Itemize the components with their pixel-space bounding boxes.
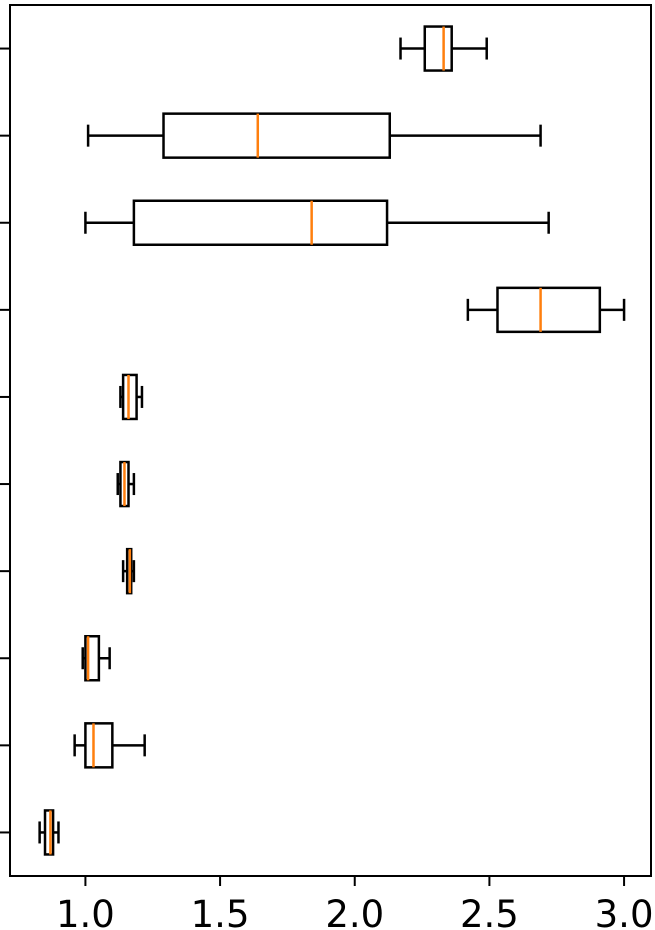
x-tick-label: 3.0	[595, 893, 654, 930]
box-iqr	[43, 809, 55, 856]
box-group	[38, 809, 60, 856]
box-iqr	[132, 199, 389, 246]
box-iqr	[423, 25, 453, 72]
box-iqr	[84, 722, 114, 769]
x-tick-label: 2.0	[325, 893, 384, 930]
box-group	[86, 112, 542, 159]
box-group	[466, 286, 626, 334]
x-tick-label: 2.5	[460, 893, 519, 930]
box-group	[121, 547, 136, 595]
box-iqr	[162, 112, 392, 159]
x-tick-label: 1.5	[191, 893, 250, 930]
box-group	[84, 199, 550, 246]
box-group	[116, 460, 136, 508]
box-group	[73, 722, 146, 769]
plot-frame	[9, 4, 652, 877]
box-iqr	[84, 635, 101, 682]
box-group	[119, 373, 144, 421]
box-group	[81, 635, 111, 682]
box-group	[399, 25, 488, 72]
box-iqr	[121, 373, 138, 421]
boxes-layer	[38, 25, 626, 856]
x-tick-label: 1.0	[56, 893, 115, 930]
x-ticks: 1.0 1.5 2.0 2.5 3.0	[56, 876, 653, 930]
y-ticks	[0, 47, 10, 834]
box-iqr	[496, 286, 602, 334]
